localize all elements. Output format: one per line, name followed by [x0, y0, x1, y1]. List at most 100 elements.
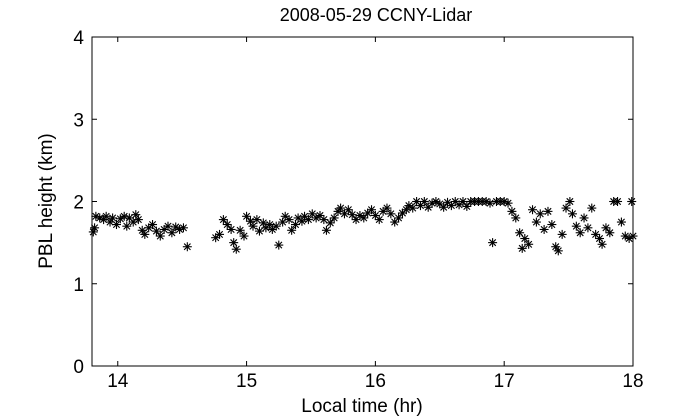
data-point-marker — [575, 228, 585, 238]
data-point-marker — [583, 223, 593, 233]
y-tick-label: 3 — [73, 110, 84, 131]
data-point-marker — [178, 223, 188, 233]
data-point-marker — [336, 203, 346, 213]
data-point-marker — [524, 239, 534, 249]
y-axis-label: PBL height (km) — [36, 133, 57, 269]
data-point-marker — [628, 231, 638, 241]
data-point-marker — [613, 197, 623, 206]
data-point-marker — [226, 224, 236, 234]
data-point-marker — [95, 213, 105, 223]
data-point-marker — [182, 242, 192, 252]
data-points — [88, 197, 638, 256]
data-point-marker — [148, 220, 158, 230]
data-point-marker — [553, 246, 563, 256]
data-point-marker — [367, 205, 377, 215]
data-point-marker — [90, 223, 100, 233]
data-point-marker — [531, 217, 541, 227]
y-tick-label: 0 — [73, 357, 84, 378]
data-point-marker — [539, 224, 549, 234]
data-point-marker — [394, 213, 404, 223]
data-point-marker — [284, 215, 294, 225]
data-point-marker — [601, 223, 611, 233]
data-point-marker — [543, 206, 553, 216]
data-point-marker — [329, 213, 339, 223]
data-point-marker — [419, 197, 429, 206]
data-point-marker — [307, 209, 317, 219]
data-point-marker — [597, 239, 607, 249]
data-point-marker — [167, 228, 177, 238]
data-point-marker — [215, 229, 225, 239]
data-point-marker — [565, 197, 575, 206]
data-point-marker — [587, 203, 597, 213]
data-point-marker — [131, 210, 141, 220]
data-point-marker — [374, 215, 384, 225]
data-point-marker — [218, 215, 228, 225]
data-point-marker — [520, 234, 530, 244]
data-point-marker — [122, 221, 132, 231]
data-point-marker — [235, 225, 245, 235]
data-point-marker — [557, 229, 567, 239]
data-point-marker — [605, 228, 615, 238]
data-point-marker — [616, 217, 626, 227]
data-point-marker — [108, 213, 118, 223]
data-point-marker — [229, 238, 239, 248]
data-point-marker — [315, 210, 325, 220]
data-point-marker — [248, 221, 258, 231]
data-point-marker — [297, 216, 307, 226]
data-point-marker — [359, 213, 369, 223]
data-point-marker — [339, 209, 349, 219]
data-point-marker — [303, 215, 313, 225]
data-point-marker — [163, 221, 173, 231]
data-point-marker — [535, 209, 545, 219]
data-point-marker — [245, 216, 255, 226]
data-point-marker — [91, 211, 101, 221]
data-point-marker — [347, 210, 357, 220]
data-point-marker — [503, 198, 513, 208]
data-point-marker — [571, 221, 581, 231]
y-tick-label: 4 — [73, 28, 84, 49]
chart-title: 2008-05-29 CCNY-Lidar — [280, 5, 472, 25]
x-tick-label: 16 — [365, 371, 386, 392]
x-tick-label: 18 — [622, 371, 643, 392]
x-tick-label: 14 — [107, 371, 129, 392]
y-tick-label: 1 — [73, 275, 84, 296]
data-point-marker — [140, 229, 150, 239]
data-point-marker — [319, 215, 329, 225]
data-point-marker — [528, 205, 538, 215]
data-point-marker — [458, 197, 468, 206]
data-point-marker — [481, 197, 491, 206]
data-point-marker — [343, 205, 353, 215]
data-point-marker — [151, 226, 161, 236]
data-point-marker — [111, 220, 121, 230]
data-point-marker — [258, 218, 268, 228]
y-tick-label: 2 — [73, 193, 84, 214]
data-point-marker — [567, 209, 577, 219]
data-point-marker — [382, 203, 392, 213]
x-tick-label: 15 — [236, 371, 257, 392]
data-point-marker — [488, 238, 498, 248]
data-point-marker — [325, 218, 335, 228]
data-point-marker — [254, 226, 264, 236]
data-point-marker — [627, 197, 637, 206]
data-point-marker — [239, 231, 249, 241]
data-point-marker — [265, 220, 275, 230]
data-point-marker — [408, 203, 418, 213]
data-point-marker — [175, 224, 185, 234]
data-point-marker — [242, 211, 252, 221]
data-point-marker — [547, 220, 557, 230]
x-tick-label: 17 — [494, 371, 515, 392]
data-point-marker — [579, 213, 589, 223]
data-point-marker — [231, 244, 241, 254]
data-point-marker — [101, 211, 111, 221]
data-point-marker — [462, 201, 472, 211]
data-point-marker — [517, 243, 527, 253]
data-point-marker — [386, 209, 396, 219]
data-point-marker — [507, 206, 517, 216]
data-point-marker — [485, 198, 495, 208]
data-point-marker — [155, 231, 165, 241]
data-point-marker — [271, 221, 281, 231]
axis-ticks: 14 15 16 17 18 0 1 2 3 4 — [73, 28, 643, 392]
data-point-marker — [561, 203, 571, 213]
data-point-marker — [274, 240, 284, 250]
